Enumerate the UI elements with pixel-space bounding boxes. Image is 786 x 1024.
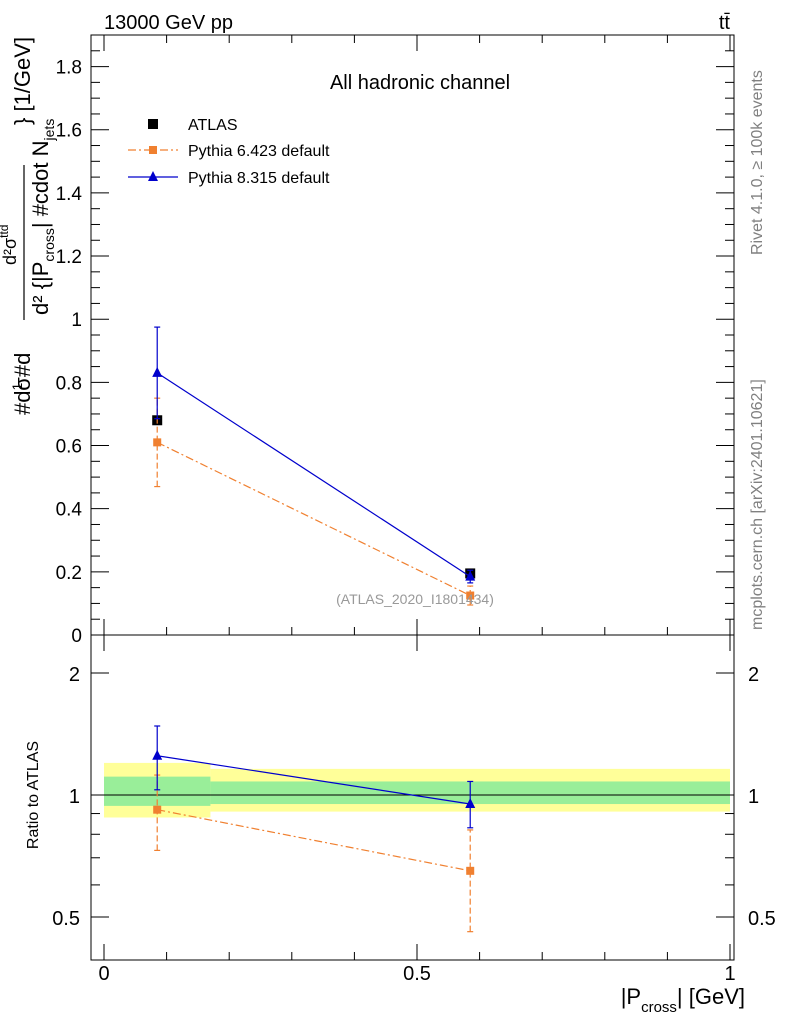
main-ytick-label: 1.8 [56, 58, 82, 79]
main-ytick-label: 1.4 [56, 184, 83, 205]
ylabel-part-b: 1 [9, 383, 25, 391]
legend-marker-square [149, 146, 157, 154]
main-title: All hadronic channel [330, 72, 510, 94]
ratio-xtick-label: 0.5 [403, 963, 431, 985]
main-ytick-label: 0.4 [56, 500, 83, 521]
rivet-label: Rivet 4.1.0, ≥ 100k events [749, 70, 766, 255]
legend-label: Pythia 8.315 default [188, 170, 330, 187]
main-ytick-label: 1.2 [56, 247, 82, 268]
ratio-ylabel: Ratio to ATLAS [25, 741, 42, 849]
main-ytick-label: 1 [71, 310, 82, 331]
ratio-ytick-label-right: 1 [748, 786, 759, 808]
ylabel-den-sub: cross [41, 228, 57, 261]
svg-text:d²σttd: d²σttd [0, 225, 20, 265]
ratio-ytick-label-right: 0.5 [748, 908, 776, 930]
ratio-ytick-label: 0.5 [52, 908, 80, 930]
series-line-pythia-8-315-default [156, 372, 471, 578]
ratio-frame [90, 634, 735, 961]
ratio-point-pythia6 [153, 805, 162, 814]
legend: ATLAS Pythia 6.423 default Pythia 8.315 de… [128, 117, 330, 187]
ylabel-part-d: #d [10, 353, 35, 377]
main-ylabel: #d1σ#d d²σttd d² {|Pcross| #cdot Njets }… [0, 37, 57, 415]
ylabel-tail: } [1/GeV] [10, 37, 35, 125]
main-ytick-label: 0.6 [56, 437, 82, 458]
data-point-pythia8 [465, 570, 476, 581]
ratio-ytick-label-right: 2 [748, 664, 759, 686]
analysis-watermark: (ATLAS_2020_I1801434) [336, 591, 494, 607]
main-panel: All hadronic channel 0 0.2 0.4 0.6 0.8 1 1.2 1.… [56, 34, 735, 647]
data-point-pythia6 [466, 591, 475, 600]
xlabel-main: |P [621, 984, 641, 1009]
ratio-line [157, 755, 471, 805]
energy-label: 13000 GeV pp [104, 12, 233, 34]
main-ytick-label: 1.6 [56, 121, 82, 142]
ratio-line [157, 809, 471, 872]
legend-label: Pythia 6.423 default [188, 143, 330, 160]
ylabel-den-sub2: jets [41, 119, 57, 142]
legend-marker-square [148, 119, 158, 129]
main-ytick-label: 0.2 [56, 563, 82, 584]
legend-label: ATLAS [188, 117, 238, 134]
ratio-point-pythia8 [465, 798, 476, 809]
legend-marker-triangle [148, 171, 158, 181]
svg-text:d² {|Pcross| #cdot Njets: d² {|Pcross| #cdot Njets [28, 119, 57, 315]
mcplots-label: mcplots.cern.ch [arXiv:2401.10621] [749, 379, 766, 630]
ylabel-part-a: #d [10, 391, 35, 415]
ratio-ytick-label: 1 [69, 786, 80, 808]
ratio-panel: 0.5 0.5 1 1 2 2 0 0.5 1 [52, 634, 776, 985]
main-ytick-label: 0 [71, 626, 82, 647]
process-label: tt̄ [719, 12, 731, 34]
xlabel: |Pcross| [GeV] [621, 984, 745, 1016]
ylabel-num-sup: ttd [0, 225, 11, 238]
ratio-ytick-label: 2 [69, 664, 80, 686]
series-line-pythia-6-423-default [156, 441, 471, 597]
xlabel-sub: cross [641, 999, 677, 1016]
ratio-xtick-label: 0 [98, 963, 109, 985]
main-ytick-label: 0.8 [56, 373, 82, 394]
xlabel-tail: | [GeV] [677, 984, 745, 1009]
ylabel-num: d²σ [0, 238, 20, 265]
ratio-xtick-label: 1 [724, 963, 735, 985]
data-point-pythia6 [153, 438, 162, 447]
ylabel-part-c: σ [10, 377, 35, 391]
ylabel-den-tail: | #cdot N [28, 140, 53, 228]
svg-text:#d1σ#d: #d1σ#d [9, 353, 35, 415]
ylabel-den: d² {|P [28, 262, 53, 315]
ratio-point-pythia6 [466, 866, 475, 875]
data-point-pythia8 [152, 366, 163, 377]
ratio-point-pythia8 [152, 749, 163, 760]
